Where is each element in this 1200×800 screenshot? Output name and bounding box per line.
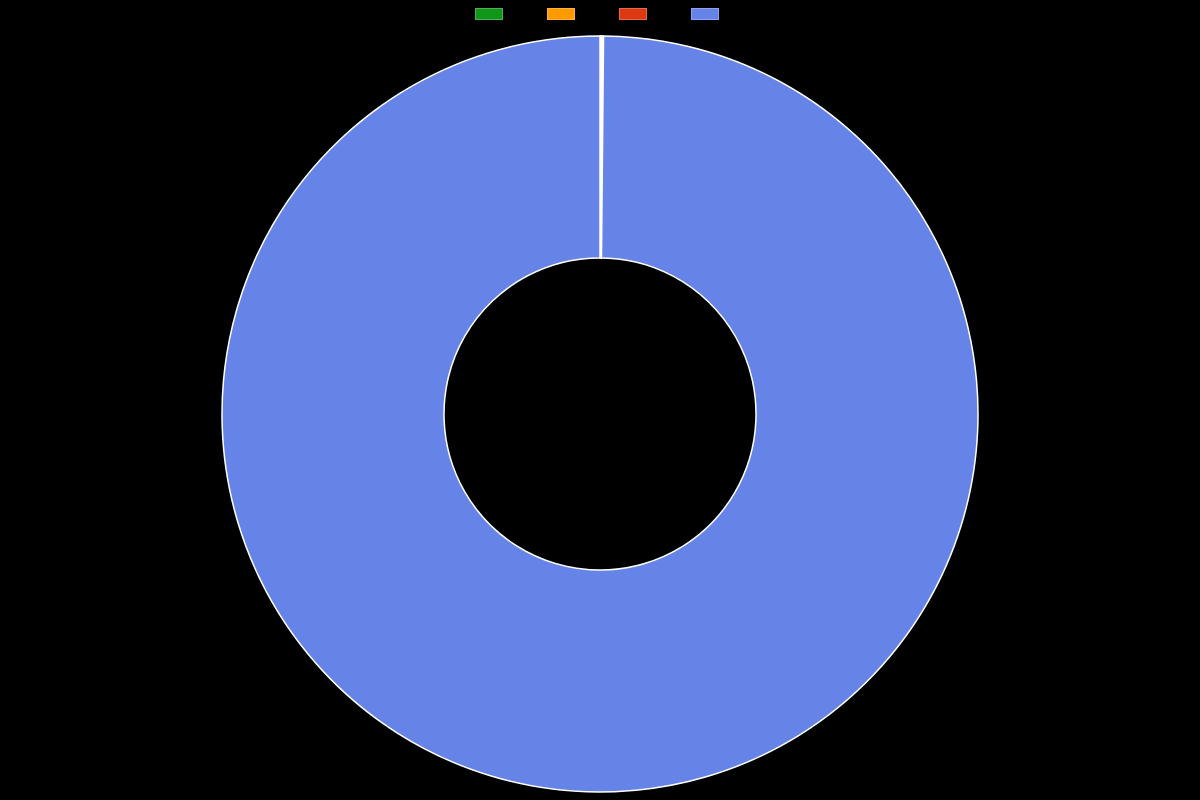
- donut-slice[interactable]: [222, 36, 978, 792]
- legend-item-2[interactable]: [619, 8, 653, 20]
- chart-legend: [475, 8, 725, 20]
- legend-swatch-3: [691, 8, 719, 20]
- legend-swatch-1: [547, 8, 575, 20]
- legend-swatch-0: [475, 8, 503, 20]
- legend-item-0[interactable]: [475, 8, 509, 20]
- legend-item-1[interactable]: [547, 8, 581, 20]
- legend-item-3[interactable]: [691, 8, 725, 20]
- legend-swatch-2: [619, 8, 647, 20]
- donut-chart: [0, 28, 1200, 800]
- donut-chart-container: [0, 28, 1200, 800]
